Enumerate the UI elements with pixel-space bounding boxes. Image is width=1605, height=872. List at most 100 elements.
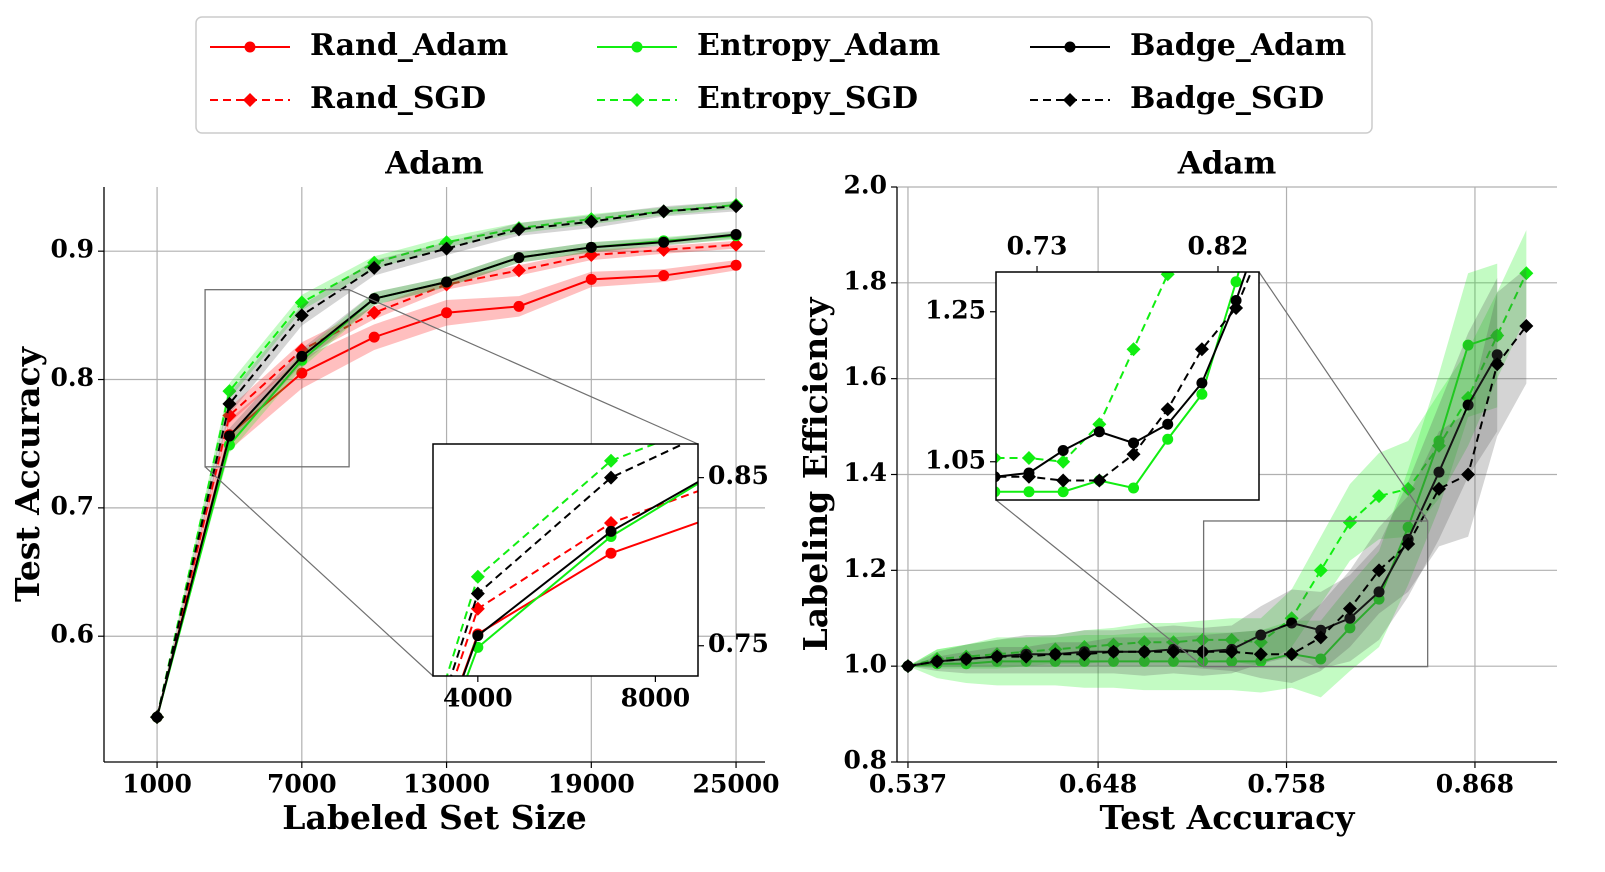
inset-frame: [432, 443, 699, 677]
y-tick-label: 2.0: [844, 171, 888, 200]
marker: [1462, 399, 1474, 411]
y-axis-label: Labeling Efficiency: [796, 297, 835, 652]
marker: [1404, 368, 1415, 379]
y-tick-label: 1.0: [844, 650, 888, 679]
marker: [872, 428, 883, 439]
marker: [1265, 215, 1279, 229]
y-tick-label: 0.8: [844, 746, 888, 775]
marker: [1403, 328, 1417, 342]
marker: [1160, 272, 1175, 282]
x-axis-label: Test Accuracy: [1100, 798, 1356, 837]
marker: [729, 237, 744, 252]
series-line: [996, 272, 1247, 478]
marker: [1224, 632, 1239, 647]
inset-plot: [782, 215, 1279, 498]
marker: [1461, 467, 1476, 482]
marker: [1196, 377, 1208, 389]
marker: [996, 452, 1002, 464]
marker: [1194, 342, 1209, 357]
marker: [1286, 617, 1298, 629]
marker: [996, 486, 1001, 498]
series-line: [461, 521, 698, 676]
marker: [1255, 655, 1267, 667]
marker: [222, 384, 237, 399]
marker: [1167, 655, 1179, 667]
marker: [1056, 473, 1071, 488]
y-tick-label: 0.6: [51, 620, 95, 649]
legend-label: Rand_Adam: [310, 28, 509, 63]
series-line: [462, 480, 698, 676]
marker: [1229, 215, 1243, 229]
marker: [603, 516, 618, 531]
error-band: [907, 263, 1498, 698]
marker: [1078, 655, 1090, 667]
inset-plot: [445, 328, 1417, 676]
series-line: [996, 272, 1240, 493]
marker: [1226, 655, 1238, 667]
marker: [737, 402, 751, 416]
marker: [900, 659, 915, 674]
marker: [1372, 489, 1387, 504]
marker: [1253, 647, 1268, 662]
marker: [1372, 563, 1387, 578]
y-tick-label: 0.9: [51, 235, 95, 264]
zoom-region: [204, 289, 350, 468]
marker: [441, 276, 453, 288]
x-axis-label: Labeled Set Size: [282, 798, 586, 837]
marker: [1431, 481, 1446, 496]
marker: [1162, 418, 1174, 430]
marker: [439, 241, 454, 256]
marker: [955, 486, 966, 497]
marker: [1342, 515, 1357, 530]
error-band: [907, 230, 1527, 669]
marker: [730, 259, 742, 271]
marker: [1490, 357, 1505, 372]
series-line: [156, 205, 737, 718]
x-tick-label: 0.868: [1436, 770, 1514, 799]
marker: [1093, 426, 1105, 438]
x-tick-label: 1000: [122, 770, 192, 799]
marker: [658, 270, 670, 282]
marker: [1519, 318, 1534, 333]
marker: [472, 630, 484, 642]
marker: [367, 260, 382, 275]
marker: [441, 307, 453, 319]
y-tick-label: 0.8: [51, 363, 95, 392]
marker: [1271, 375, 1282, 386]
marker: [739, 450, 750, 461]
legend-label: Entropy_SGD: [697, 81, 918, 116]
marker: [294, 295, 309, 310]
zoom-connector: [1258, 271, 1429, 522]
marker: [367, 305, 382, 320]
legend-marker: [631, 41, 643, 53]
legend-marker: [630, 93, 644, 107]
marker: [739, 501, 750, 512]
series-line: [996, 272, 1171, 463]
marker: [1404, 407, 1415, 418]
marker: [513, 300, 525, 312]
y-tick-label: 1.8: [844, 266, 888, 295]
x-tick-label: 0.537: [869, 770, 947, 799]
legend-marker: [243, 93, 257, 107]
marker: [1224, 644, 1239, 659]
marker: [1462, 339, 1474, 351]
marker: [782, 486, 793, 497]
marker: [1255, 629, 1267, 641]
inset-y-tick-label: 0.85: [708, 461, 769, 490]
inset-background: [433, 444, 698, 676]
legend-label: Rand_SGD: [310, 81, 486, 116]
marker: [1431, 438, 1446, 453]
marker: [1373, 586, 1385, 598]
marker: [996, 470, 1002, 483]
marker: [1270, 385, 1284, 399]
x-tick-label: 13000: [403, 770, 490, 799]
marker: [1401, 536, 1416, 551]
marker: [1433, 466, 1445, 478]
marker: [1313, 563, 1328, 578]
marker: [1021, 469, 1036, 484]
marker: [585, 241, 597, 253]
marker: [1077, 647, 1092, 662]
marker: [584, 214, 599, 229]
series-line: [466, 482, 698, 676]
